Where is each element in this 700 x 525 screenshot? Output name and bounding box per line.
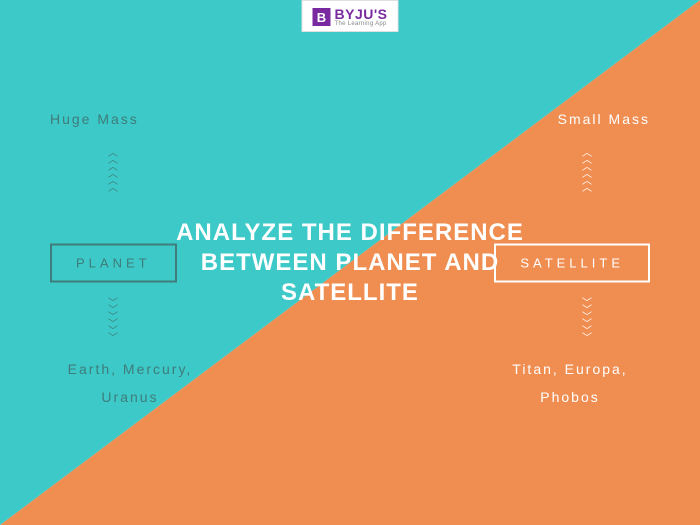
title-line-2: BETWEEN PLANET AND SATELLITE xyxy=(170,248,530,308)
chevrons-left-down-icon: ﹀﹀﹀﹀﹀﹀ xyxy=(108,300,118,342)
right-top-attribute: Small Mass xyxy=(510,105,650,133)
logo-mark-icon: B xyxy=(312,8,330,26)
logo-tagline: The Learning App xyxy=(334,21,387,27)
left-top-attribute: Huge Mass xyxy=(50,105,190,133)
right-bottom-attribute: Titan, Europa, Phobos xyxy=(480,355,660,411)
brand-logo: B BYJU'S The Learning App xyxy=(301,0,398,32)
left-bottom-attribute: Earth, Mercury, Uranus xyxy=(40,355,220,411)
logo-text: BYJU'S The Learning App xyxy=(334,7,387,27)
chevrons-right-down-icon: ﹀﹀﹀﹀﹀﹀ xyxy=(582,300,592,342)
infographic-canvas: B BYJU'S The Learning App ANALYZE THE DI… xyxy=(0,0,700,525)
title-line-1: ANALYZE THE DIFFERENCE xyxy=(170,218,530,248)
main-title: ANALYZE THE DIFFERENCE BETWEEN PLANET AN… xyxy=(170,218,530,308)
chevrons-left-up-icon: ︿︿︿︿︿︿ xyxy=(108,150,118,192)
chevrons-right-up-icon: ︿︿︿︿︿︿ xyxy=(582,150,592,192)
left-category-box: PLANET xyxy=(50,243,177,282)
right-category-box: SATELLITE xyxy=(494,243,650,282)
logo-brand-name: BYJU'S xyxy=(334,7,387,21)
